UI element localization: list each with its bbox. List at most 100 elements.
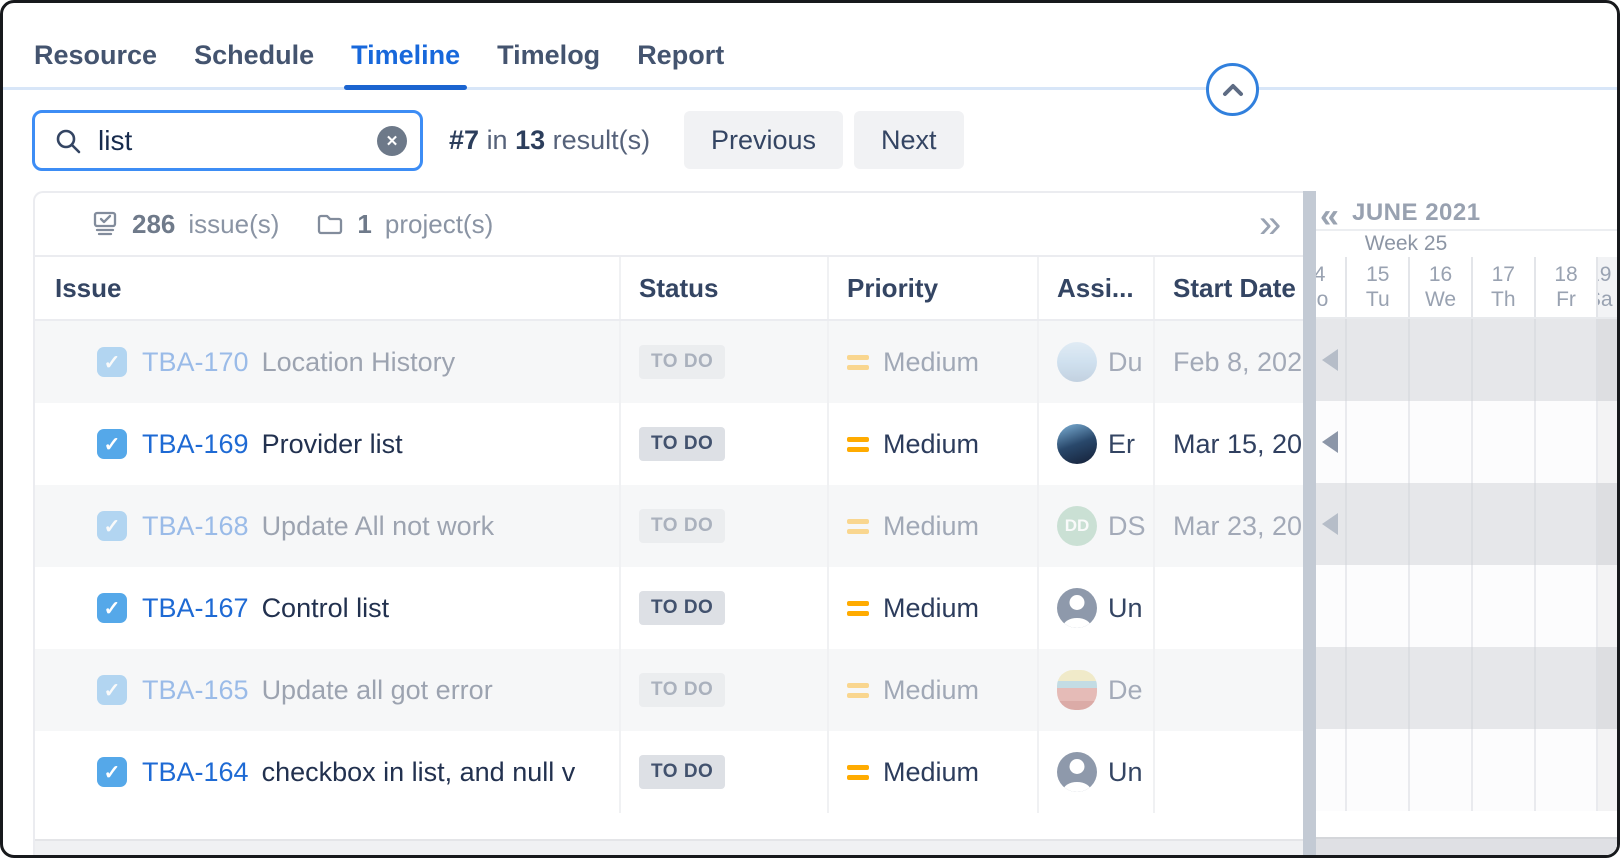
issue-key-link[interactable]: TBA-165 <box>142 674 249 705</box>
next-button[interactable]: Next <box>854 111 964 169</box>
search-icon <box>54 127 82 155</box>
issue-key-link[interactable]: TBA-167 <box>142 592 249 623</box>
issue-key-link[interactable]: TBA-164 <box>142 756 249 787</box>
priority-label: Medium <box>883 346 980 377</box>
timeline-row[interactable] <box>1316 401 1617 483</box>
avatar <box>1057 342 1097 382</box>
issue-rows: ✓ TBA-170 Location History TO DO Medium … <box>35 321 1305 855</box>
assignee-name: DS <box>1108 510 1146 541</box>
row-checkbox[interactable]: ✓ <box>97 757 127 787</box>
folder-icon <box>316 210 344 238</box>
assignee-name: Un <box>1108 592 1143 623</box>
panel-header: 286 issue(s) 1 project(s) » <box>35 193 1617 257</box>
table-row[interactable]: ✓ TBA-167 Control list TO DO Medium Un <box>35 567 1305 649</box>
day-header: 14Mo <box>1316 263 1329 311</box>
table-row[interactable]: ✓ TBA-169 Provider list TO DO Medium Er … <box>35 403 1305 485</box>
issue-summary: Provider list <box>261 428 403 459</box>
issue-summary: Update all got error <box>261 674 493 705</box>
row-checkbox[interactable]: ✓ <box>97 511 127 541</box>
column-header-assignee[interactable]: Assi... <box>1037 257 1153 319</box>
previous-button[interactable]: Previous <box>684 111 844 169</box>
table-row[interactable]: ✓ TBA-168 Update All not work TO DO Medi… <box>35 485 1305 567</box>
row-checkbox[interactable]: ✓ <box>97 429 127 459</box>
priority-medium-icon <box>847 764 869 780</box>
start-date: Feb 8, 202 <box>1173 346 1303 377</box>
search-box[interactable]: ✕ <box>32 110 423 171</box>
issue-summary: checkbox in list, and null v <box>261 756 576 787</box>
bar-offscreen-left-icon[interactable] <box>1322 349 1338 371</box>
bar-offscreen-left-icon[interactable] <box>1322 431 1338 453</box>
issue-summary: Control list <box>261 592 390 623</box>
day-header: 16 We <box>1408 257 1471 317</box>
issue-key-link[interactable]: TBA-170 <box>142 346 249 377</box>
day-header: 18 Fr <box>1533 257 1597 317</box>
column-header-status[interactable]: Status <box>619 257 827 319</box>
timeline-week-row: Week 25 <box>1316 231 1617 257</box>
column-header-start-date[interactable]: Start Date <box>1153 257 1305 319</box>
bar-offscreen-left-icon[interactable] <box>1322 513 1338 535</box>
column-header-issue[interactable]: Issue <box>55 272 122 303</box>
partial-next-row <box>35 839 1305 855</box>
partial-next-row <box>1316 837 1617 855</box>
status-badge: TO DO <box>639 427 726 461</box>
timeline-row[interactable] <box>1316 647 1617 729</box>
timeline-row[interactable] <box>1316 483 1617 565</box>
status-badge: TO DO <box>639 591 726 625</box>
priority-medium-icon <box>847 600 869 616</box>
timeline-row[interactable] <box>1316 729 1617 811</box>
table-row[interactable]: ✓ TBA-164 checkbox in list, and null v T… <box>35 731 1305 813</box>
timeline-week-label: Week 25 <box>1364 232 1448 255</box>
priority-medium-icon <box>847 518 869 534</box>
avatar: DD <box>1057 506 1097 546</box>
start-date: Mar 15, 20 <box>1173 428 1303 459</box>
status-badge: TO DO <box>639 345 726 379</box>
priority-label: Medium <box>883 756 980 787</box>
search-result-count: #7 in 13 result(s) <box>449 125 651 155</box>
row-checkbox[interactable]: ✓ <box>97 593 127 623</box>
result-total: 13 <box>515 125 546 155</box>
search-input[interactable] <box>98 124 377 157</box>
row-spacer <box>35 813 1305 839</box>
result-position: #7 <box>449 125 480 155</box>
issue-key-link[interactable]: TBA-169 <box>142 428 249 459</box>
priority-label: Medium <box>883 674 980 705</box>
timeline-resize-divider[interactable] <box>1303 191 1316 855</box>
priority-medium-icon <box>847 682 869 698</box>
tab-resource[interactable]: Resource <box>34 40 158 70</box>
timeline-row[interactable] <box>1316 565 1617 647</box>
issue-count-label: issue(s) <box>188 208 280 239</box>
status-badge: TO DO <box>639 509 726 543</box>
tab-schedule[interactable]: Schedule <box>194 40 315 70</box>
collapse-toolbar-button[interactable] <box>1206 63 1259 116</box>
avatar <box>1057 424 1097 464</box>
top-nav: Resource Schedule Timeline Timelog Repor… <box>3 3 1617 90</box>
priority-label: Medium <box>883 428 980 459</box>
row-checkbox[interactable]: ✓ <box>97 675 127 705</box>
status-badge: TO DO <box>639 673 726 707</box>
clear-search-icon[interactable]: ✕ <box>377 125 407 156</box>
project-count-label: project(s) <box>384 208 494 239</box>
timeline-row[interactable] <box>1316 319 1617 401</box>
priority-label: Medium <box>883 592 980 623</box>
table-row[interactable]: ✓ TBA-170 Location History TO DO Medium … <box>35 321 1305 403</box>
tab-report[interactable]: Report <box>637 40 725 70</box>
row-spacer <box>1316 811 1617 837</box>
tab-timeline[interactable]: Timeline <box>344 40 468 90</box>
tab-timelog[interactable]: Timelog <box>497 40 601 70</box>
row-checkbox[interactable]: ✓ <box>97 347 127 377</box>
column-header-priority[interactable]: Priority <box>827 257 1037 319</box>
table-column-headers: Issue Status Priority Assi... Start Date <box>35 257 1305 321</box>
scroll-left-icon[interactable]: « <box>1320 197 1339 235</box>
issue-count: 286 <box>132 208 176 239</box>
expand-columns-icon[interactable]: » <box>1259 202 1282 246</box>
assignee-name: De <box>1108 674 1143 705</box>
issue-key-link[interactable]: TBA-168 <box>142 510 249 541</box>
chevron-up-icon <box>1221 82 1245 98</box>
start-date: Mar 23, 20 <box>1173 510 1303 541</box>
day-header: 19Sa <box>1596 257 1617 317</box>
table-row[interactable]: ✓ TBA-165 Update all got error TO DO Med… <box>35 649 1305 731</box>
avatar <box>1057 670 1097 710</box>
